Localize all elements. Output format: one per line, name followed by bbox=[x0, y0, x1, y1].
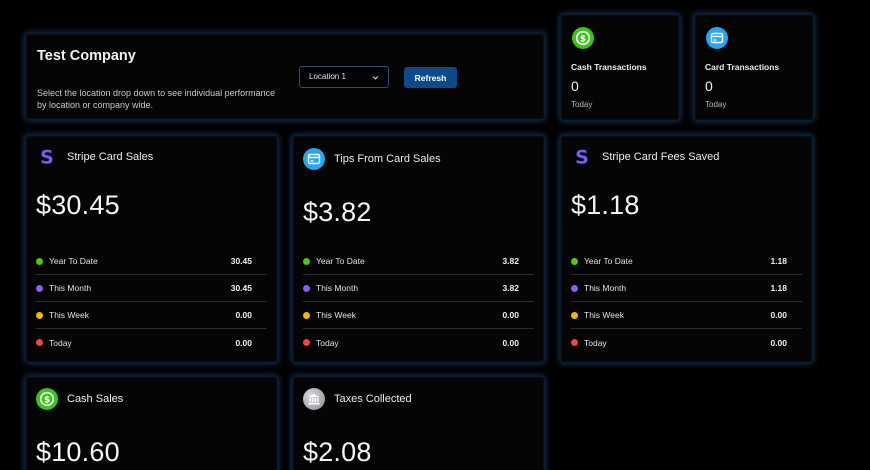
cash-sales-card: $ Cash Sales $10.60 bbox=[25, 376, 278, 470]
stripe-card-sales-card: S Stripe Card Sales $30.45 Year To Date 3… bbox=[25, 135, 278, 363]
location-dropdown-value: Location 1 bbox=[309, 72, 346, 81]
card-amount: $1.18 bbox=[571, 190, 640, 220]
row-year-to-date: Year To Date 30.45 bbox=[36, 248, 267, 275]
credit-card-icon bbox=[706, 27, 728, 49]
red-dot-icon bbox=[303, 339, 310, 346]
row-this-week: This Week 0.00 bbox=[303, 302, 534, 329]
stripe-icon: S bbox=[571, 146, 593, 168]
dollar-coin-icon: $ bbox=[572, 27, 594, 49]
yellow-dot-icon bbox=[36, 311, 43, 319]
company-title: Test Company bbox=[37, 48, 136, 64]
card-title: Cash Sales bbox=[67, 393, 124, 405]
green-dot-icon bbox=[303, 257, 310, 265]
tips-from-card-sales-card: Tips From Card Sales $3.82 Year To Date 3… bbox=[292, 135, 545, 363]
row-year-to-date: Year To Date 1.18 bbox=[571, 248, 802, 275]
row-today: Today 0.00 bbox=[571, 329, 802, 356]
card-transactions-value: 0 bbox=[705, 78, 713, 94]
cash-transactions-value: 0 bbox=[571, 78, 579, 94]
taxes-collected-card: Taxes Collected $2.08 bbox=[292, 376, 545, 470]
stripe-card-fees-saved-card: S Stripe Card Fees Saved $1.18 Year To D… bbox=[560, 135, 813, 363]
card-transactions-card: Card Transactions 0 Today bbox=[694, 14, 814, 121]
card-title: Tips From Card Sales bbox=[334, 153, 441, 165]
cash-transactions-label: Cash Transactions bbox=[571, 62, 647, 72]
location-dropdown[interactable]: Location 1 bbox=[299, 66, 389, 88]
row-this-month: This Month 30.45 bbox=[36, 275, 267, 302]
yellow-dot-icon bbox=[571, 311, 578, 319]
card-amount: $30.45 bbox=[36, 190, 120, 220]
green-dot-icon bbox=[571, 257, 578, 265]
company-description: Select the location drop down to see ind… bbox=[37, 88, 276, 110]
red-dot-icon bbox=[36, 339, 43, 346]
row-today: Today 0.00 bbox=[36, 329, 267, 356]
cash-transactions-period: Today bbox=[571, 100, 593, 109]
card-amount: $3.82 bbox=[303, 197, 372, 227]
red-dot-icon bbox=[571, 339, 578, 346]
credit-card-icon bbox=[303, 148, 325, 170]
dollar-coin-icon: $ bbox=[36, 388, 58, 410]
row-this-week: This Week 0.00 bbox=[571, 302, 802, 329]
card-title: Stripe Card Fees Saved bbox=[602, 151, 720, 163]
card-transactions-period: Today bbox=[705, 100, 727, 109]
svg-text:$: $ bbox=[580, 34, 586, 44]
purple-dot-icon bbox=[36, 284, 43, 292]
green-dot-icon bbox=[36, 257, 43, 265]
svg-text:$: $ bbox=[44, 395, 50, 405]
period-breakdown: Year To Date 30.45 This Month 30.45 This W… bbox=[36, 248, 267, 356]
period-breakdown: Year To Date 1.18 This Month 1.18 This Wee… bbox=[571, 248, 802, 356]
row-year-to-date: Year To Date 3.82 bbox=[303, 248, 534, 275]
stripe-icon: S bbox=[36, 146, 58, 168]
row-this-month: This Month 3.82 bbox=[303, 275, 534, 302]
bank-icon bbox=[303, 388, 325, 410]
chevron-down-icon bbox=[372, 76, 379, 80]
yellow-dot-icon bbox=[303, 311, 310, 319]
company-card: Test Company Select the location drop do… bbox=[25, 33, 545, 120]
period-breakdown: Year To Date 3.82 This Month 3.82 This Wee… bbox=[303, 248, 534, 356]
row-today: Today 0.00 bbox=[303, 329, 534, 356]
svg-text:S: S bbox=[575, 147, 589, 167]
card-title: Taxes Collected bbox=[334, 393, 412, 405]
purple-dot-icon bbox=[571, 284, 578, 292]
row-this-month: This Month 1.18 bbox=[571, 275, 802, 302]
refresh-button[interactable]: Refresh bbox=[404, 67, 457, 88]
card-transactions-label: Card Transactions bbox=[705, 62, 780, 72]
svg-text:S: S bbox=[40, 147, 54, 167]
purple-dot-icon bbox=[303, 284, 310, 292]
card-title: Stripe Card Sales bbox=[67, 151, 154, 163]
row-this-week: This Week 0.00 bbox=[36, 302, 267, 329]
card-amount: $2.08 bbox=[303, 437, 372, 467]
card-amount: $10.60 bbox=[36, 437, 120, 467]
cash-transactions-card: $ Cash Transactions 0 Today bbox=[560, 14, 680, 121]
